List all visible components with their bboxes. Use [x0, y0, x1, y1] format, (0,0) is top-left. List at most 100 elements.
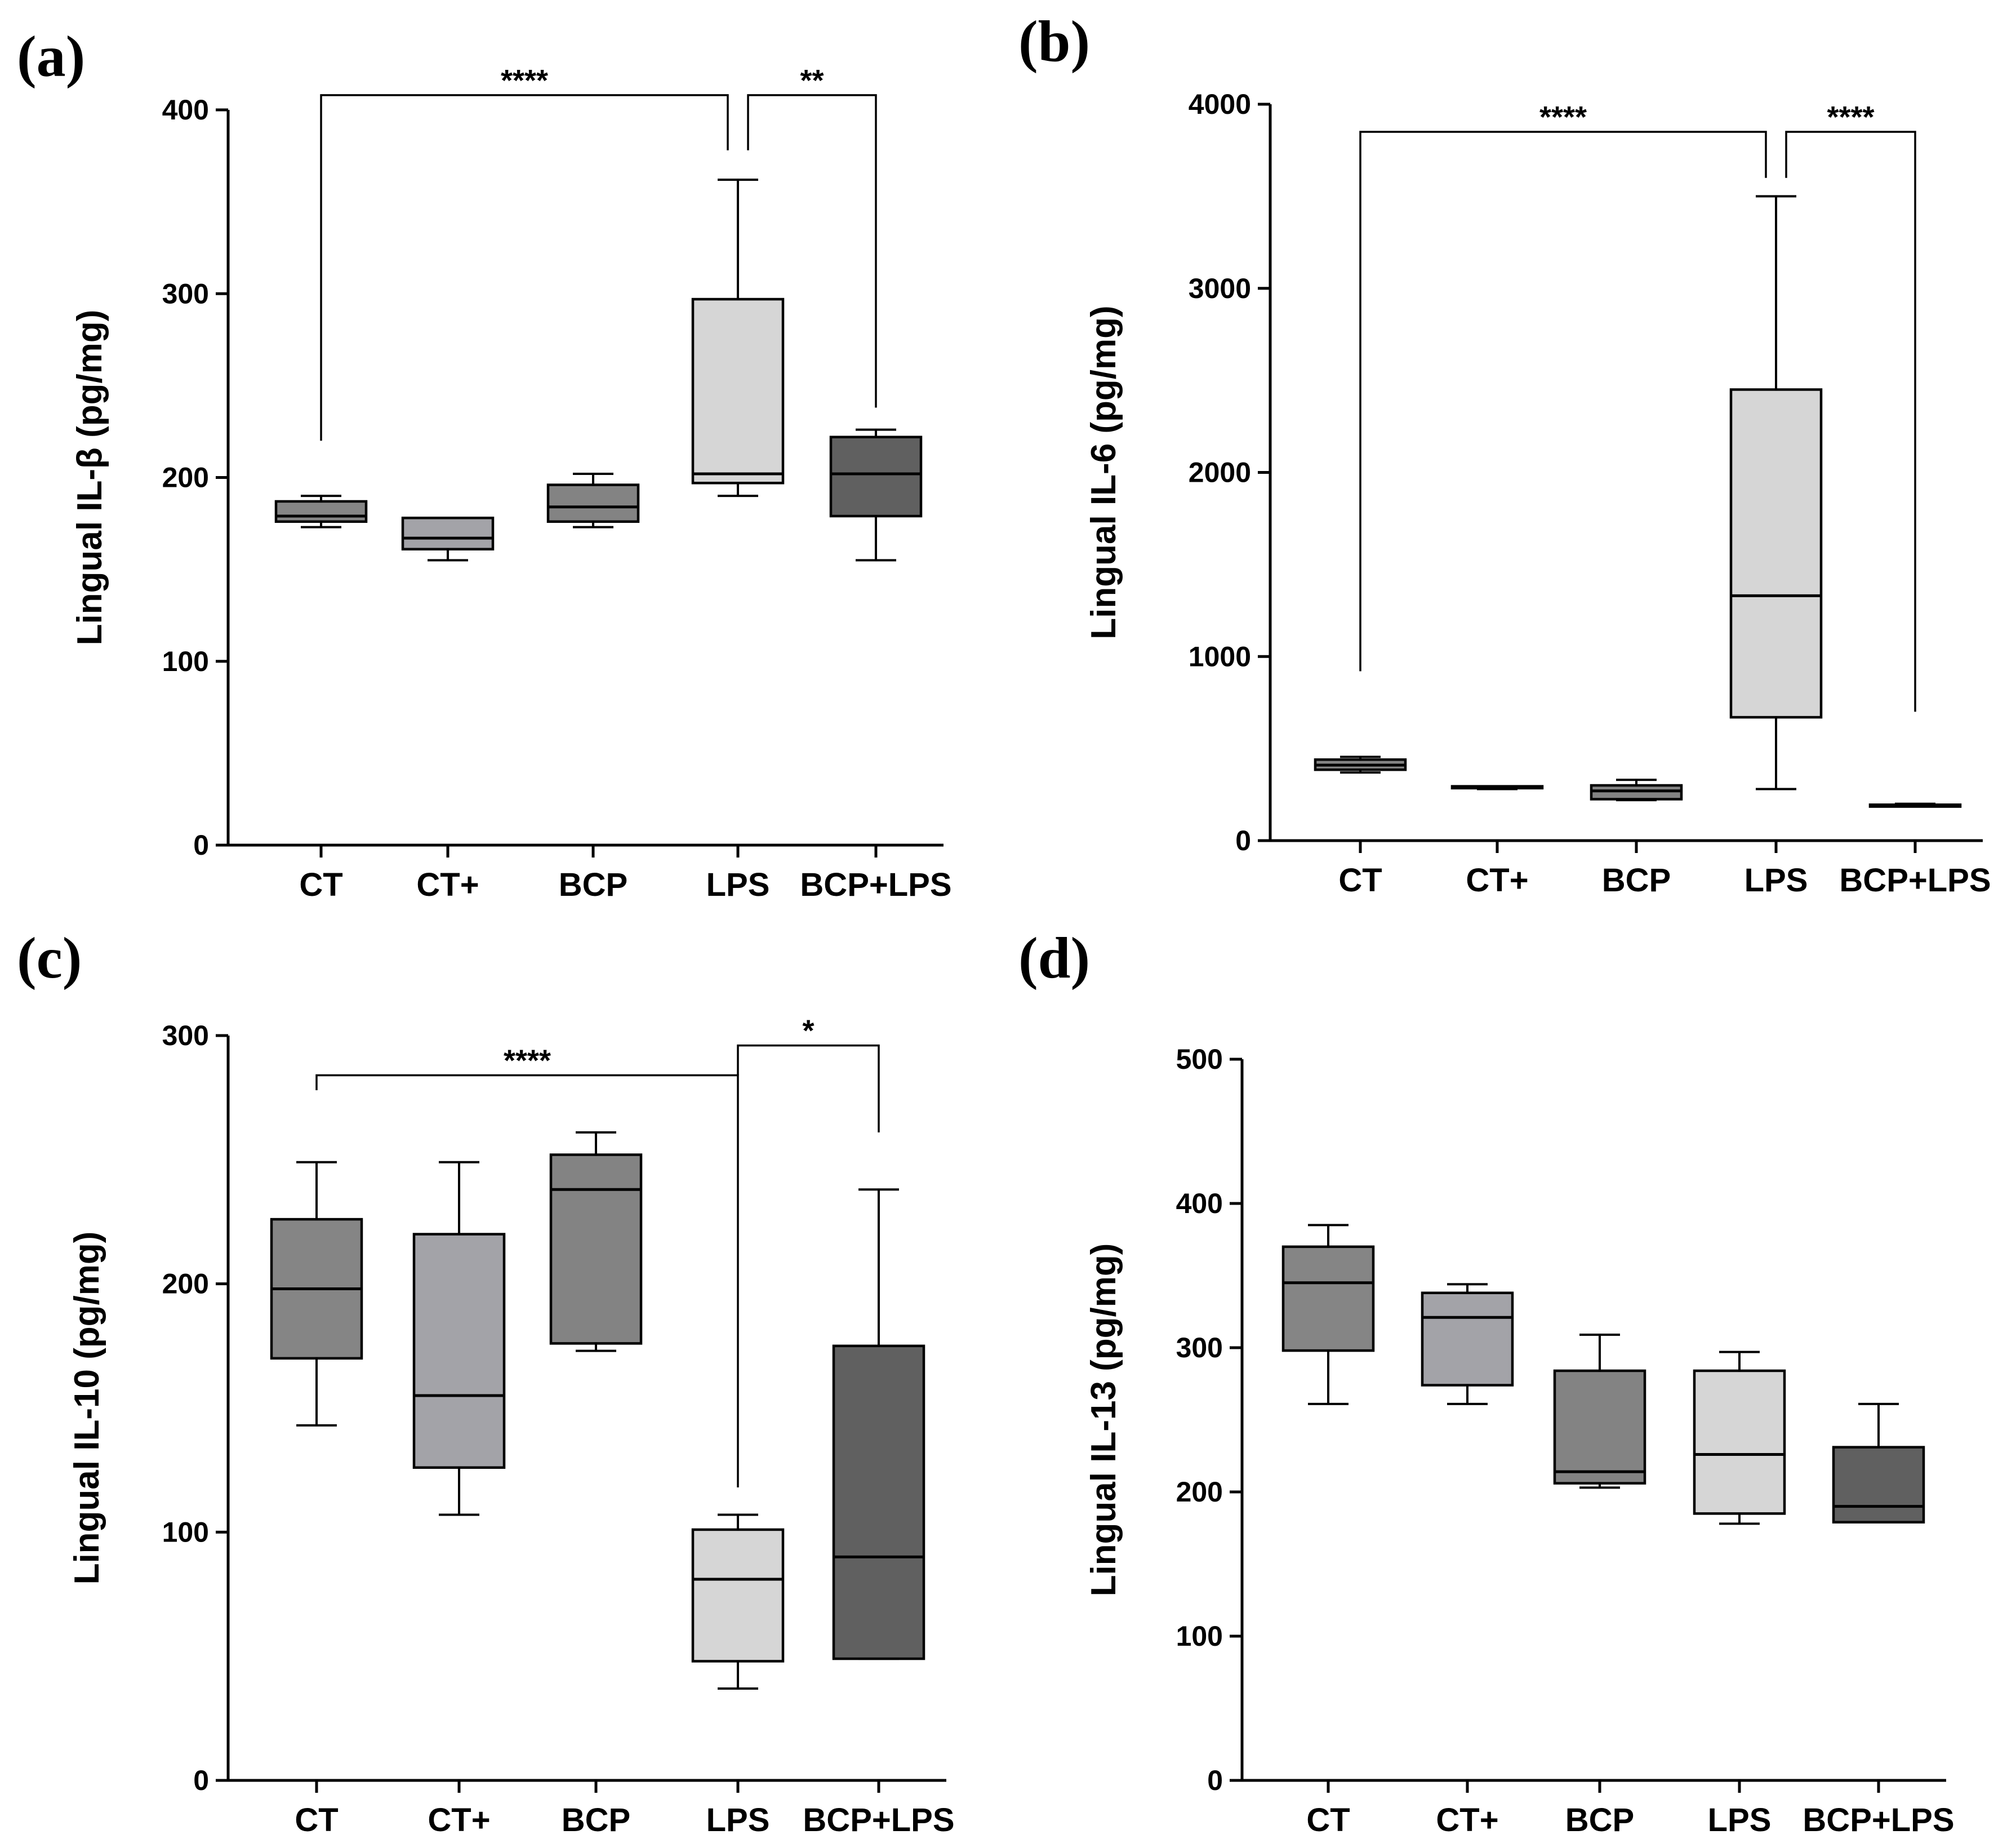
- box-bcp-pluslps: [1832, 1402, 1925, 1524]
- x-category-label: BCP: [1565, 1802, 1634, 1838]
- panel-letter: (d): [1018, 926, 1090, 990]
- x-category-label: CT+: [1466, 862, 1528, 899]
- box-iqr: [412, 1233, 506, 1469]
- x-category-label: BCP: [559, 867, 628, 903]
- x-category-label: BCP+LPS: [803, 1802, 954, 1838]
- y-tick-label: 100: [162, 646, 209, 677]
- box-iqr: [546, 483, 640, 523]
- y-tick-label: 0: [1207, 1765, 1223, 1796]
- y-tick-label: 1000: [1189, 641, 1251, 672]
- box-lps: [1693, 1351, 1786, 1525]
- bracket-line: [1359, 131, 1767, 672]
- y-tick-label: 300: [162, 278, 209, 309]
- box-bcp: [546, 472, 640, 528]
- x-category-label: LPS: [1708, 1802, 1772, 1838]
- significance-bracket: ****: [315, 1044, 739, 1488]
- y-tick-label: 100: [162, 1516, 209, 1548]
- box-iqr: [401, 517, 495, 550]
- x-category-label: CT: [1306, 1802, 1350, 1838]
- chart-panel-d: (d) Lingual IL-13 (pg/mg) 0 100 200 300 400 500…: [1018, 926, 1955, 1838]
- box-iqr: [829, 436, 923, 518]
- box-iqr: [832, 1344, 925, 1660]
- box-iqr: [1693, 1369, 1786, 1515]
- significance-label: *: [802, 1014, 814, 1048]
- chart-panel-c: (c) Lingual IL-10 (pg/mg) 0 100 200 300 CT CT+ B…: [17, 926, 955, 1838]
- chart-panel-b: (b) Lingual IL-6 (pg/mg) 0 1000 2000 3000 4000…: [1018, 9, 1991, 899]
- y-tick-label: 0: [1235, 825, 1251, 856]
- box-iqr: [691, 297, 785, 485]
- box-bcp-pluslps: [1868, 802, 1962, 808]
- y-tick-label: 3000: [1189, 273, 1251, 304]
- significance-label: ****: [501, 64, 548, 97]
- panel-letter: (c): [17, 926, 82, 990]
- box-lps: [691, 1513, 785, 1690]
- bracket-line: [747, 94, 877, 408]
- box-ct: [1281, 1224, 1375, 1405]
- box-ct-plus: [1421, 1283, 1514, 1405]
- box-ct-plus: [1450, 785, 1544, 790]
- box-iqr: [1421, 1291, 1514, 1387]
- box-iqr: [691, 1528, 785, 1663]
- y-tick-label: 100: [1176, 1620, 1223, 1652]
- box-bcp: [1553, 1333, 1646, 1489]
- y-tick-label: 500: [1176, 1043, 1223, 1075]
- significance-bracket: ****: [320, 64, 729, 441]
- y-axis-title: Lingual IL-β (pg/mg): [70, 310, 109, 646]
- significance-label: ****: [1827, 100, 1874, 134]
- significance-label: ****: [1539, 100, 1587, 134]
- x-category-label: LPS: [706, 867, 770, 903]
- x-category-label: BCP+LPS: [1839, 862, 1991, 899]
- significance-bracket: *: [737, 1014, 880, 1132]
- panel-letter: (a): [17, 24, 85, 89]
- box-ct-plus: [412, 1161, 506, 1516]
- box-bcp-pluslps: [829, 428, 923, 562]
- y-axis-title: Lingual IL-6 (pg/mg): [1084, 305, 1123, 639]
- box-iqr: [1729, 388, 1823, 719]
- x-category-label: CT+: [1436, 1802, 1498, 1838]
- bracket-line: [1785, 131, 1916, 712]
- chart-panel-a: (a) Lingual IL-β (pg/mg) 0 100 200 300 400 CT CT…: [17, 24, 952, 903]
- y-tick-label: 200: [1176, 1476, 1223, 1508]
- box-bcp: [549, 1131, 643, 1352]
- significance-bracket: ****: [1359, 100, 1767, 672]
- significance-bracket: ****: [1785, 100, 1916, 712]
- bracket-line: [737, 1044, 880, 1132]
- y-tick-label: 0: [193, 829, 209, 861]
- box-bcp: [1590, 779, 1683, 802]
- box-iqr: [274, 500, 368, 523]
- x-category-label: LPS: [1744, 862, 1808, 899]
- bracket-line: [315, 1074, 739, 1488]
- y-tick-label: 300: [1176, 1332, 1223, 1363]
- x-category-label: CT+: [416, 867, 479, 903]
- box-ct: [270, 1161, 363, 1427]
- y-tick-label: 4000: [1189, 88, 1251, 120]
- x-category-label: BCP+LPS: [800, 867, 951, 903]
- y-tick-label: 200: [162, 1268, 209, 1300]
- box-lps: [1729, 195, 1823, 790]
- significance-label: **: [800, 64, 824, 97]
- y-tick-label: 400: [162, 94, 209, 126]
- y-tick-label: 200: [162, 462, 209, 494]
- y-tick-label: 300: [162, 1020, 209, 1051]
- x-category-label: BCP+LPS: [1803, 1802, 1954, 1838]
- box-iqr: [1553, 1369, 1646, 1485]
- x-category-label: BCP: [562, 1802, 630, 1838]
- bracket-line: [320, 94, 729, 441]
- box-lps: [691, 178, 785, 497]
- box-ct: [1314, 756, 1407, 774]
- x-category-label: CT: [1338, 862, 1382, 899]
- x-category-label: CT+: [428, 1802, 490, 1838]
- y-axis-title: Lingual IL-13 (pg/mg): [1084, 1243, 1123, 1597]
- significance-bracket: **: [747, 64, 877, 408]
- box-iqr: [1832, 1446, 1925, 1524]
- x-category-label: LPS: [706, 1802, 770, 1838]
- x-category-label: CT: [295, 1802, 338, 1838]
- x-category-label: BCP: [1602, 862, 1671, 899]
- box-ct: [274, 495, 368, 528]
- y-tick-label: 2000: [1189, 457, 1251, 488]
- y-axis-title: Lingual IL-10 (pg/mg): [68, 1232, 106, 1585]
- box-iqr: [549, 1153, 643, 1345]
- significance-label: ****: [504, 1044, 551, 1078]
- x-category-label: CT: [299, 867, 342, 903]
